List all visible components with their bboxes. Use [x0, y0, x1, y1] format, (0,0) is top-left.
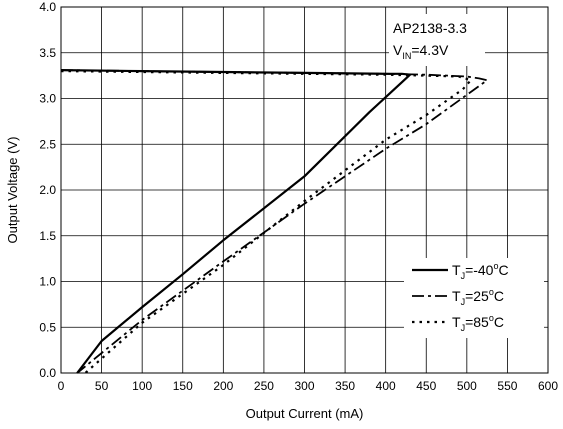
legend-t: T [452, 262, 461, 278]
y-tick-label: 3.0 [39, 92, 56, 106]
vin-subscript: IN [402, 51, 411, 61]
legend-entry-label: TJ=85oC [452, 313, 504, 333]
x-tick-label: 400 [376, 379, 396, 393]
series-line-dotted [60, 70, 472, 374]
y-tick-label: 2.0 [39, 183, 56, 197]
y-axis-ticks: 0.0 0.5 1.0 1.5 2.0 2.5 3.0 3.5 4.0 [39, 0, 56, 380]
x-tick-label: 0 [58, 379, 65, 393]
x-tick-label: 350 [335, 379, 355, 393]
x-tick-label: 250 [254, 379, 274, 393]
x-tick-label: 300 [294, 379, 314, 393]
y-tick-label: 1.5 [39, 229, 56, 243]
device-label: AP2138-3.3 [393, 20, 467, 36]
legend-value: =25 [465, 288, 489, 304]
y-tick-label: 1.0 [39, 275, 56, 289]
x-tick-label: 500 [457, 379, 477, 393]
legend-background [404, 258, 544, 338]
x-tick-label: 150 [173, 379, 193, 393]
x-tick-label: 100 [132, 379, 152, 393]
y-axis-label: Output Voltage (V) [5, 137, 20, 244]
legend-unit: C [494, 288, 504, 304]
input-voltage-label: VIN=4.3V [393, 42, 449, 61]
condition-annotation: AP2138-3.3 VIN=4.3V [389, 14, 485, 66]
legend-entry-label: TJ=-40oC [452, 261, 509, 281]
y-tick-label: 0.0 [39, 366, 56, 380]
legend-degree: o [493, 261, 498, 271]
x-tick-label: 50 [95, 379, 109, 393]
plot-frame [60, 6, 549, 374]
legend-unit: C [494, 314, 504, 330]
x-axis-ticks: 0 50 100 150 200 250 300 350 400 450 500 550 600 [58, 379, 559, 393]
legend-subscript: J [461, 323, 466, 333]
vin-value: =4.3V [411, 42, 449, 58]
legend-subscript: J [461, 271, 466, 281]
series-layer [60, 69, 489, 374]
legend-t: T [452, 288, 461, 304]
legend-degree: o [489, 313, 494, 323]
legend-value: =85 [465, 314, 489, 330]
x-tick-label: 200 [213, 379, 233, 393]
annotation-background [389, 14, 485, 66]
x-axis-label: Output Current (mA) [246, 406, 364, 421]
x-tick-label: 450 [416, 379, 436, 393]
y-tick-label: 3.5 [39, 46, 56, 60]
legend-subscript: J [461, 297, 466, 307]
legend-unit: C [499, 262, 509, 278]
x-tick-label: 600 [538, 379, 558, 393]
legend-entry-label: TJ=25oC [452, 287, 504, 307]
y-tick-label: 2.5 [39, 137, 56, 151]
legend-t: T [452, 314, 461, 330]
vin-v: V [393, 42, 403, 58]
y-tick-label: 0.5 [39, 320, 56, 334]
x-tick-label: 550 [497, 379, 517, 393]
y-tick-label: 4.0 [39, 0, 56, 14]
legend-degree: o [489, 287, 494, 297]
legend-value: =-40 [465, 262, 494, 278]
